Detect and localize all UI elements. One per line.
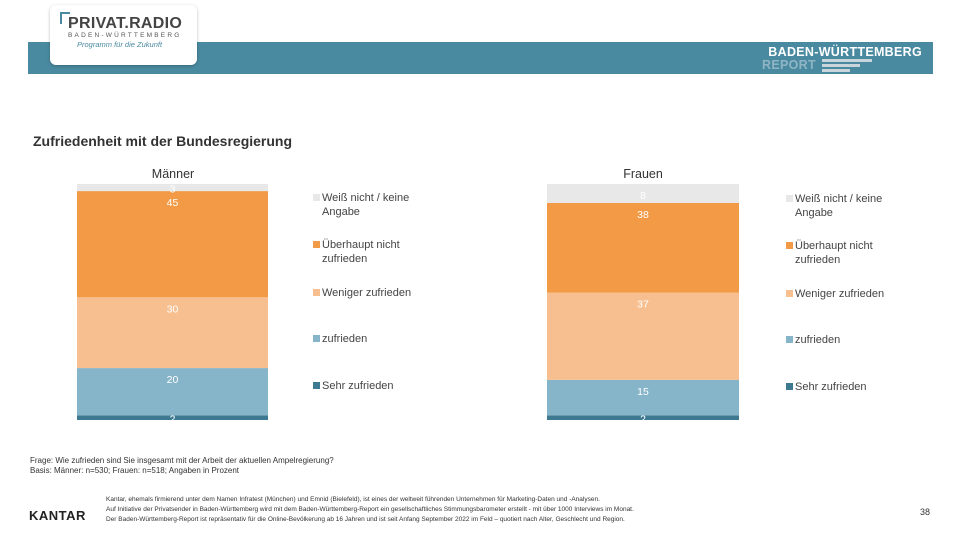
footnote-basis: Basis: Männer: n=530; Frauen: n=518; Ang… [30,466,240,475]
footer-disclaimer: Kantar, ehemals firmierend unter dem Nam… [106,495,806,525]
legend-swatch-1-1 [786,242,793,249]
report-title: BADEN-WÜRTTEMBERG [768,45,922,59]
footnote: Frage: Wie zufrieden sind Sie insgesamt … [30,456,334,476]
disclaimer-line-3: Der Baden-Württemberg-Report ist repräse… [106,516,625,523]
bar-segment-0-0 [77,415,268,420]
data-label-1-0: 2 [640,414,646,426]
legend-label-1-4: Sehr zufrieden [795,381,867,393]
logo-tagline: Programm für die Zukunft [77,40,163,49]
bar-segment-0-1 [77,368,268,416]
data-label-1-4: 8 [640,190,646,202]
data-label-1-3: 38 [637,209,649,221]
report-decor-bars [822,59,872,73]
data-label-0-2: 30 [167,303,179,315]
legend-label-0-2: Weniger zufrieden [322,287,411,299]
legend-label-0-1: Überhaupt nicht zufrieden [322,239,400,265]
legend-swatch-1-2 [786,290,793,297]
legend-swatch-1-4 [786,383,793,390]
category-label-1: Frauen [623,167,663,181]
bar-segment-0-4 [77,184,268,192]
legend-swatch-0-3 [313,335,320,342]
data-label-0-0: 2 [170,414,176,426]
legend-label-0-0: Weiß nicht / keine Angabe [322,192,409,218]
bar-segment-1-0 [547,415,739,420]
page-number: 38 [920,507,931,517]
disclaimer-line-2: Auf Initiative der Privatsender in Baden… [106,506,634,513]
legend-label-1-0: Weiß nicht / keine Angabe [795,193,882,219]
legend-label-1-1: Überhaupt nicht zufrieden [795,240,873,266]
disclaimer-line-1: Kantar, ehemals firmierend unter dem Nam… [106,496,600,503]
footnote-question: Frage: Wie zufrieden sind Sie insgesamt … [30,456,334,465]
legend-label-1-3: zufrieden [795,334,840,346]
privat-radio-logo: PRIVAT.RADIO BADEN-WÜRTTEMBERG Programm … [50,5,197,65]
bar-segment-0-2 [77,297,268,369]
bar-segment-1-2 [547,292,739,380]
legend-swatch-0-1 [313,241,320,248]
bar-segment-1-1 [547,379,739,416]
report-subtitle: REPORT [762,58,816,72]
data-label-0-1: 20 [167,374,179,386]
legend-swatch-1-3 [786,336,793,343]
legend-swatch-0-4 [313,382,320,389]
data-label-0-3: 45 [167,197,179,209]
legend-label-0-4: Sehr zufrieden [322,380,394,392]
category-label-0: Männer [152,167,194,181]
legend-label-0-3: zufrieden [322,333,367,345]
data-label-0-4: 3 [170,184,176,196]
kantar-logo: KANTAR [29,508,86,523]
legend-swatch-0-0 [313,194,320,201]
logo-title: PRIVAT.RADIO [68,15,183,32]
bar-segment-0-3 [77,191,268,298]
data-label-1-2: 37 [637,299,649,311]
legend-swatch-1-0 [786,195,793,202]
data-label-1-1: 15 [637,386,649,398]
chart-title: Zufriedenheit mit der Bundesregierung [33,133,293,149]
legend-swatch-0-2 [313,289,320,296]
logo-subtitle: BADEN-WÜRTTEMBERG [68,32,182,39]
legend-label-1-2: Weniger zufrieden [795,288,884,300]
logo-bracket-icon [60,12,70,24]
bar-segment-1-4 [547,184,739,203]
bar-segment-1-3 [547,202,739,293]
